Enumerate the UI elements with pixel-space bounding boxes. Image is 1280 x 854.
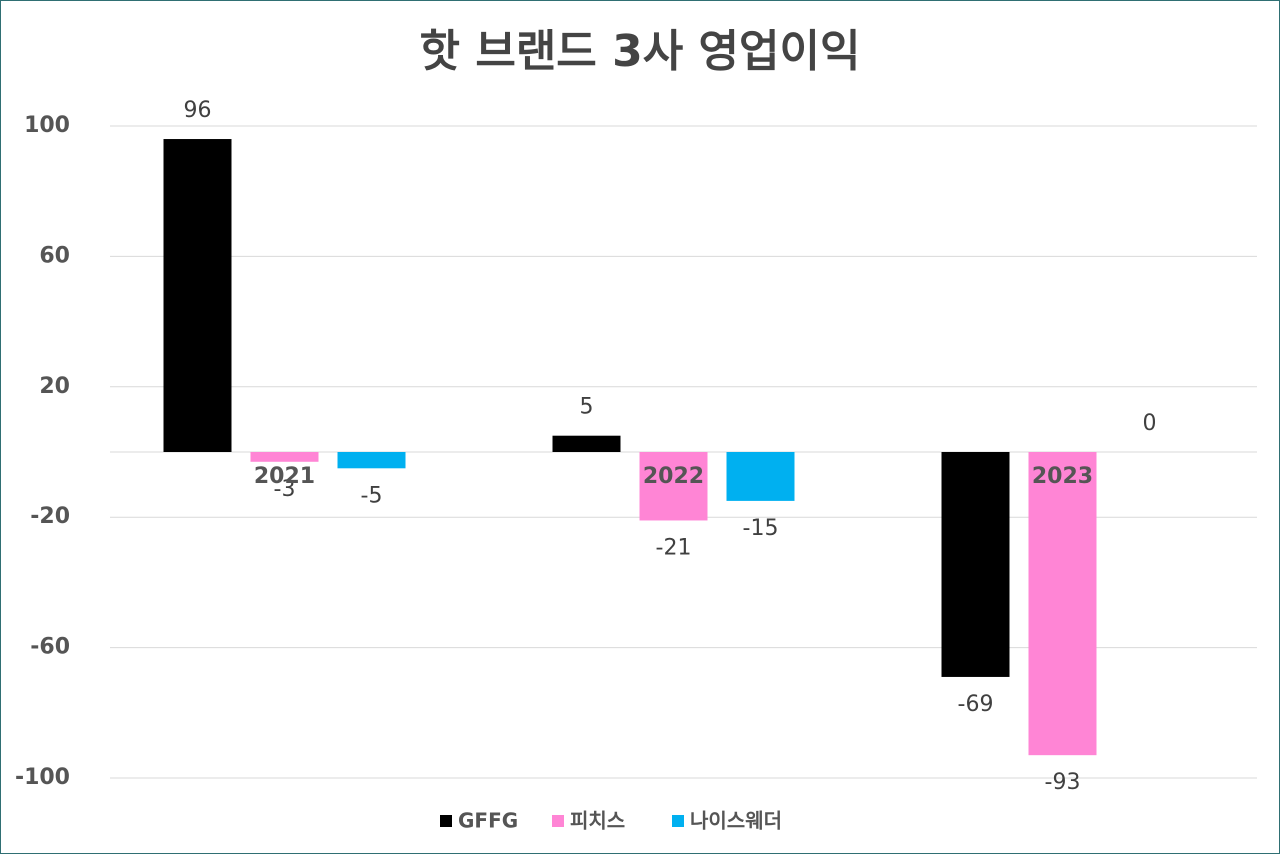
x-tick-label: 2022 (643, 464, 704, 489)
data-label: -69 (958, 692, 994, 717)
data-label: -93 (1045, 770, 1081, 795)
data-label: -3 (274, 477, 296, 502)
y-tick-label: -100 (15, 765, 70, 790)
chart-title: 핫 브랜드 3사 영업이익 (420, 26, 861, 77)
y-tick-label: 20 (39, 374, 70, 399)
legend: GFFG 피치스 나이스웨더 (440, 809, 782, 833)
data-label: 0 (1143, 411, 1157, 436)
bar (250, 452, 319, 462)
bar (163, 139, 232, 453)
data-label: 5 (580, 395, 594, 420)
x-tick-label: 2021 (254, 464, 315, 489)
y-tick-label: -60 (30, 635, 70, 660)
legend-label: 피치스 (570, 809, 625, 833)
y-tick-label: 60 (39, 243, 70, 268)
data-label: 96 (184, 98, 212, 123)
legend-swatch (440, 815, 452, 827)
data-label: -21 (656, 535, 692, 560)
legend-swatch (672, 815, 684, 827)
x-tick-label: 2023 (1032, 464, 1093, 489)
bar (337, 452, 406, 469)
y-tick-label: -20 (30, 504, 70, 529)
bar (1028, 452, 1097, 756)
bar (552, 435, 621, 452)
legend-label: GFFG (458, 809, 518, 833)
data-label: -15 (743, 516, 779, 541)
legend-swatch (552, 815, 564, 827)
bar (941, 452, 1010, 677)
data-label: -5 (361, 483, 383, 508)
bar (639, 452, 708, 521)
legend-label: 나이스웨더 (690, 809, 782, 833)
bar (726, 452, 795, 501)
y-tick-label: 100 (24, 113, 70, 138)
